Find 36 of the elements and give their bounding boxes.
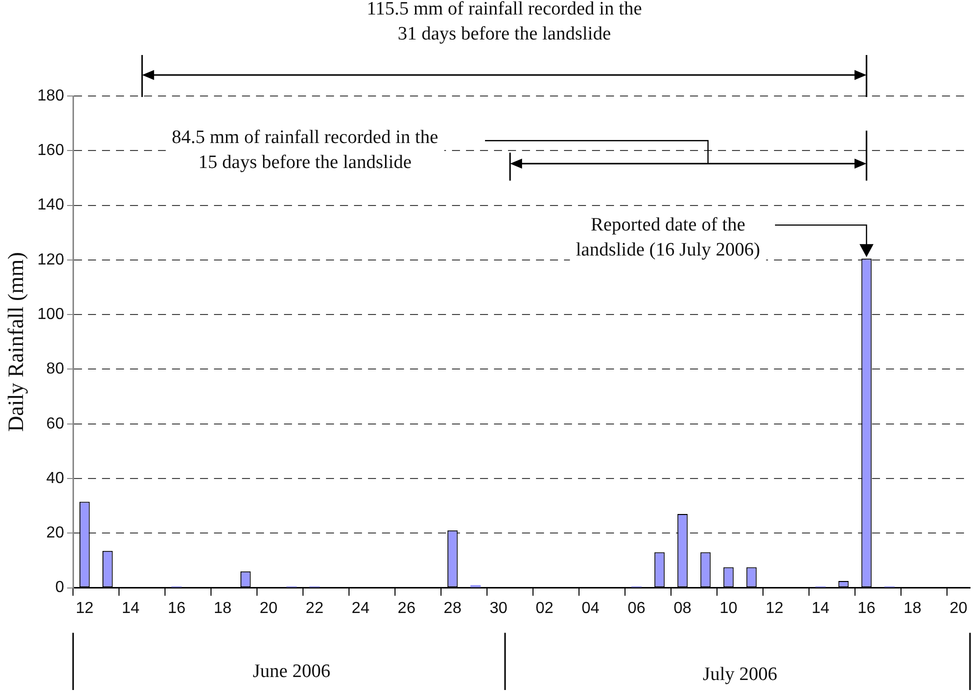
x-tick-label: 16 [168, 600, 186, 617]
x-tick-label: 28 [444, 600, 462, 617]
y-tick-label: 0 [55, 579, 64, 596]
x-tick-label: 08 [674, 600, 692, 617]
annotation: Reported date of the landslide (16 July 2006) [576, 214, 760, 261]
y-tick-label: 120 [37, 251, 64, 268]
x-tick-label: 02 [536, 600, 554, 617]
x-tick-label: 06 [628, 600, 646, 617]
x-tick-label: 16 [858, 600, 876, 617]
x-tick-label: 14 [122, 600, 140, 617]
text: June 2006 [252, 660, 330, 682]
annotation: 84.5 mm of rainfall recorded in the 15 days before the landslide [172, 127, 438, 174]
y-tick-label: 20 [46, 524, 64, 542]
x-tick-label: 18 [904, 600, 922, 617]
y-tick-label: 100 [37, 306, 64, 323]
x-tick-label: 10 [720, 600, 738, 617]
y-axis-title: Daily Rainfall (mm) [2, 252, 28, 432]
x-tick-label: 14 [812, 600, 830, 617]
x-tick-label: 20 [260, 600, 278, 617]
x-tick-label: 04 [582, 600, 600, 617]
x-tick-label: 12 [76, 600, 94, 617]
y-tick-label: 180 [37, 87, 64, 104]
y-tick-label: 60 [46, 415, 64, 432]
y-tick-label: 40 [46, 470, 64, 487]
x-tick-label: 22 [306, 600, 324, 617]
y-tick-label: 160 [37, 142, 64, 160]
x-tick-label: 12 [766, 600, 784, 617]
x-tick-label: 18 [214, 600, 232, 617]
x-tick-label: 26 [398, 600, 416, 617]
y-tick-label: 80 [46, 360, 64, 378]
x-tick-label: 30 [490, 600, 508, 617]
y-tick-label: 140 [37, 196, 64, 214]
x-tick-label: 24 [352, 600, 370, 617]
text: July 2006 [702, 664, 778, 685]
text: 115.5 mm of rainfall recorded in the 31 days before the landslide [366, 0, 642, 44]
x-tick-label: 20 [950, 600, 968, 617]
